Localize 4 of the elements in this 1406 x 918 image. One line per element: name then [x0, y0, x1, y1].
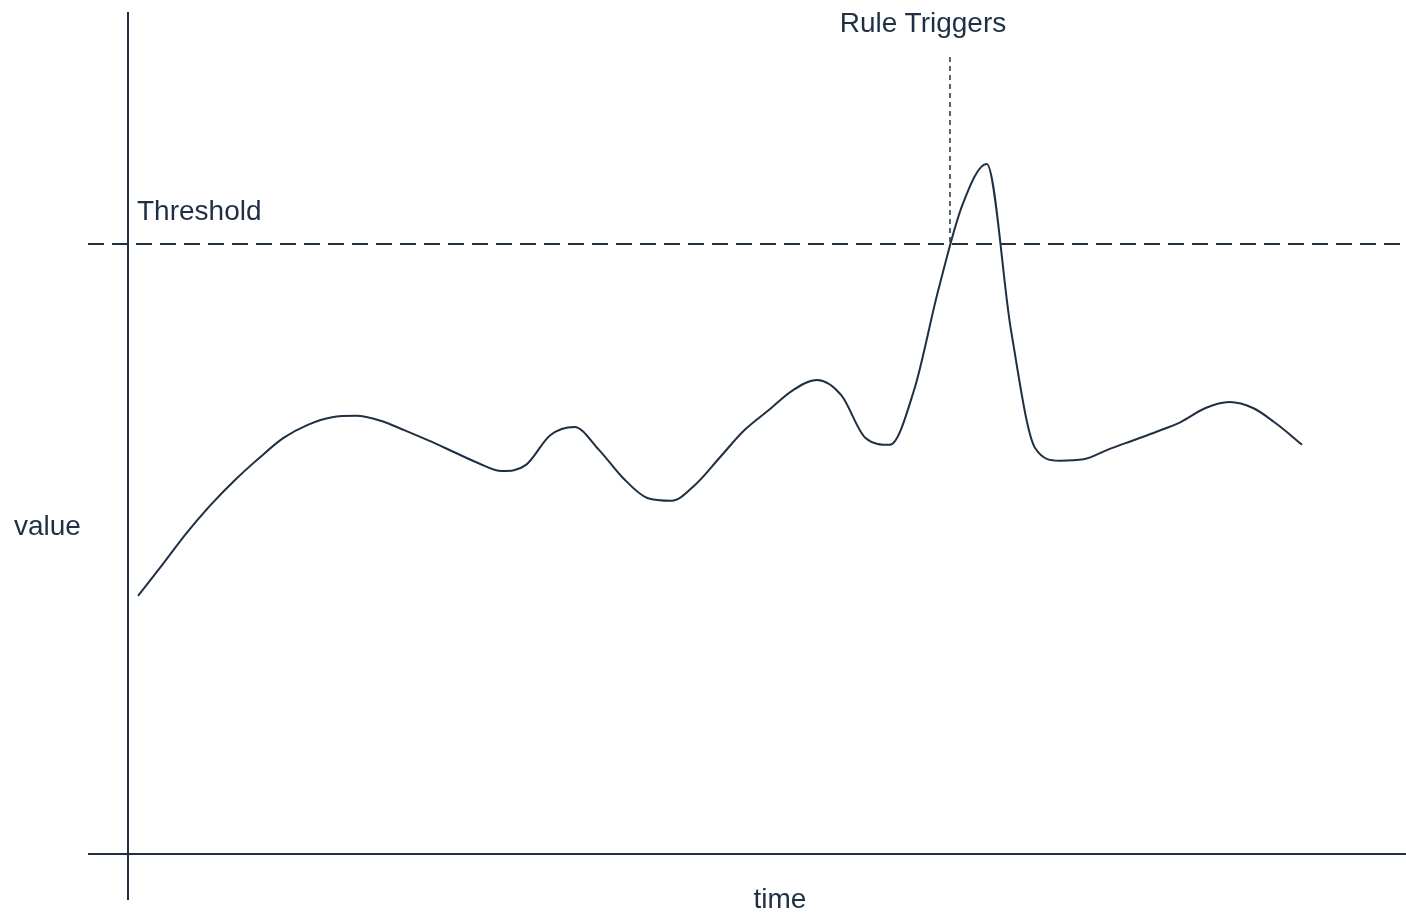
x-axis-title: time — [753, 883, 807, 914]
y-axis-title: value — [14, 509, 81, 541]
text: Rule Triggers — [839, 7, 1007, 38]
ref-line-label: Threshold — [137, 195, 262, 227]
